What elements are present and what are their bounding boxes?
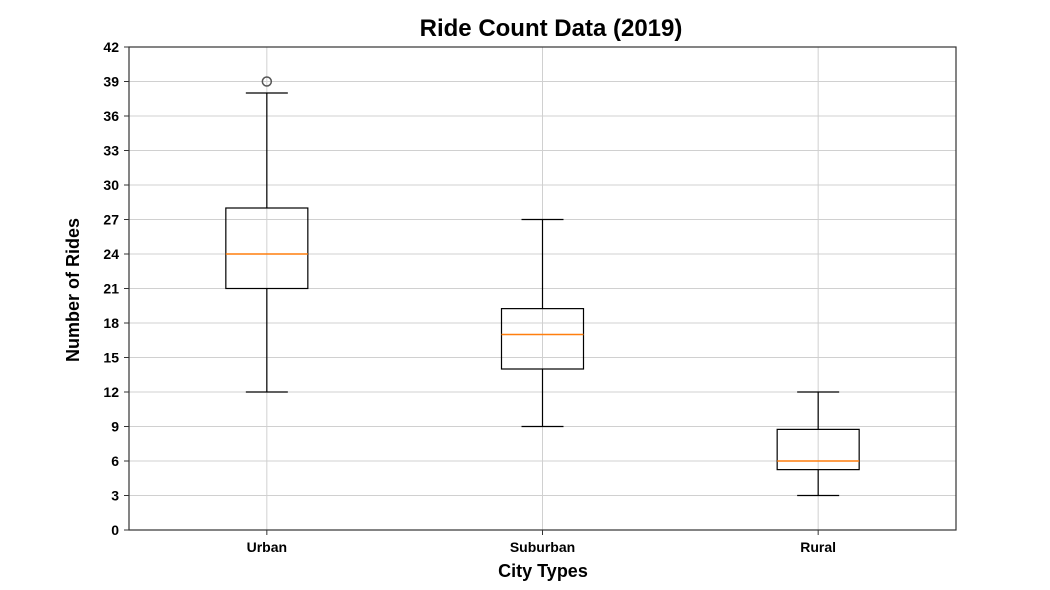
y-tick-label: 21 <box>103 281 119 297</box>
y-tick-label: 30 <box>103 177 119 193</box>
y-tick-label: 42 <box>103 39 119 55</box>
y-tick-label: 36 <box>103 108 119 124</box>
iqr-box <box>500 308 585 370</box>
box-urban <box>225 76 309 393</box>
box-suburban <box>500 218 585 428</box>
y-tick-label: 24 <box>103 246 119 262</box>
y-tick-label: 27 <box>103 212 119 228</box>
box-rural <box>776 391 860 497</box>
y-tick-label: 9 <box>111 419 119 435</box>
y-axis-label: Number of Rides <box>63 218 83 362</box>
x-tick-label: Suburban <box>510 539 575 555</box>
box-series <box>225 76 860 497</box>
x-axis-label: City Types <box>498 561 588 581</box>
iqr-box <box>776 428 860 471</box>
chart-title: Ride Count Data (2019) <box>420 15 683 42</box>
y-tick-label: 3 <box>111 488 119 504</box>
y-tick-label: 33 <box>103 143 119 159</box>
y-tick-label: 12 <box>103 384 119 400</box>
x-tick-label: Rural <box>800 539 836 555</box>
y-tick-label: 18 <box>103 315 119 331</box>
x-tick-label: Urban <box>247 539 287 555</box>
x-axis-ticks: Urban Suburban Rural <box>247 530 836 555</box>
iqr-box <box>225 207 309 290</box>
y-tick-label: 39 <box>103 74 119 90</box>
y-tick-label: 15 <box>103 350 119 366</box>
y-tick-label: 6 <box>111 453 119 469</box>
y-tick-label: 0 <box>111 522 119 538</box>
outlier-point <box>261 76 273 87</box>
